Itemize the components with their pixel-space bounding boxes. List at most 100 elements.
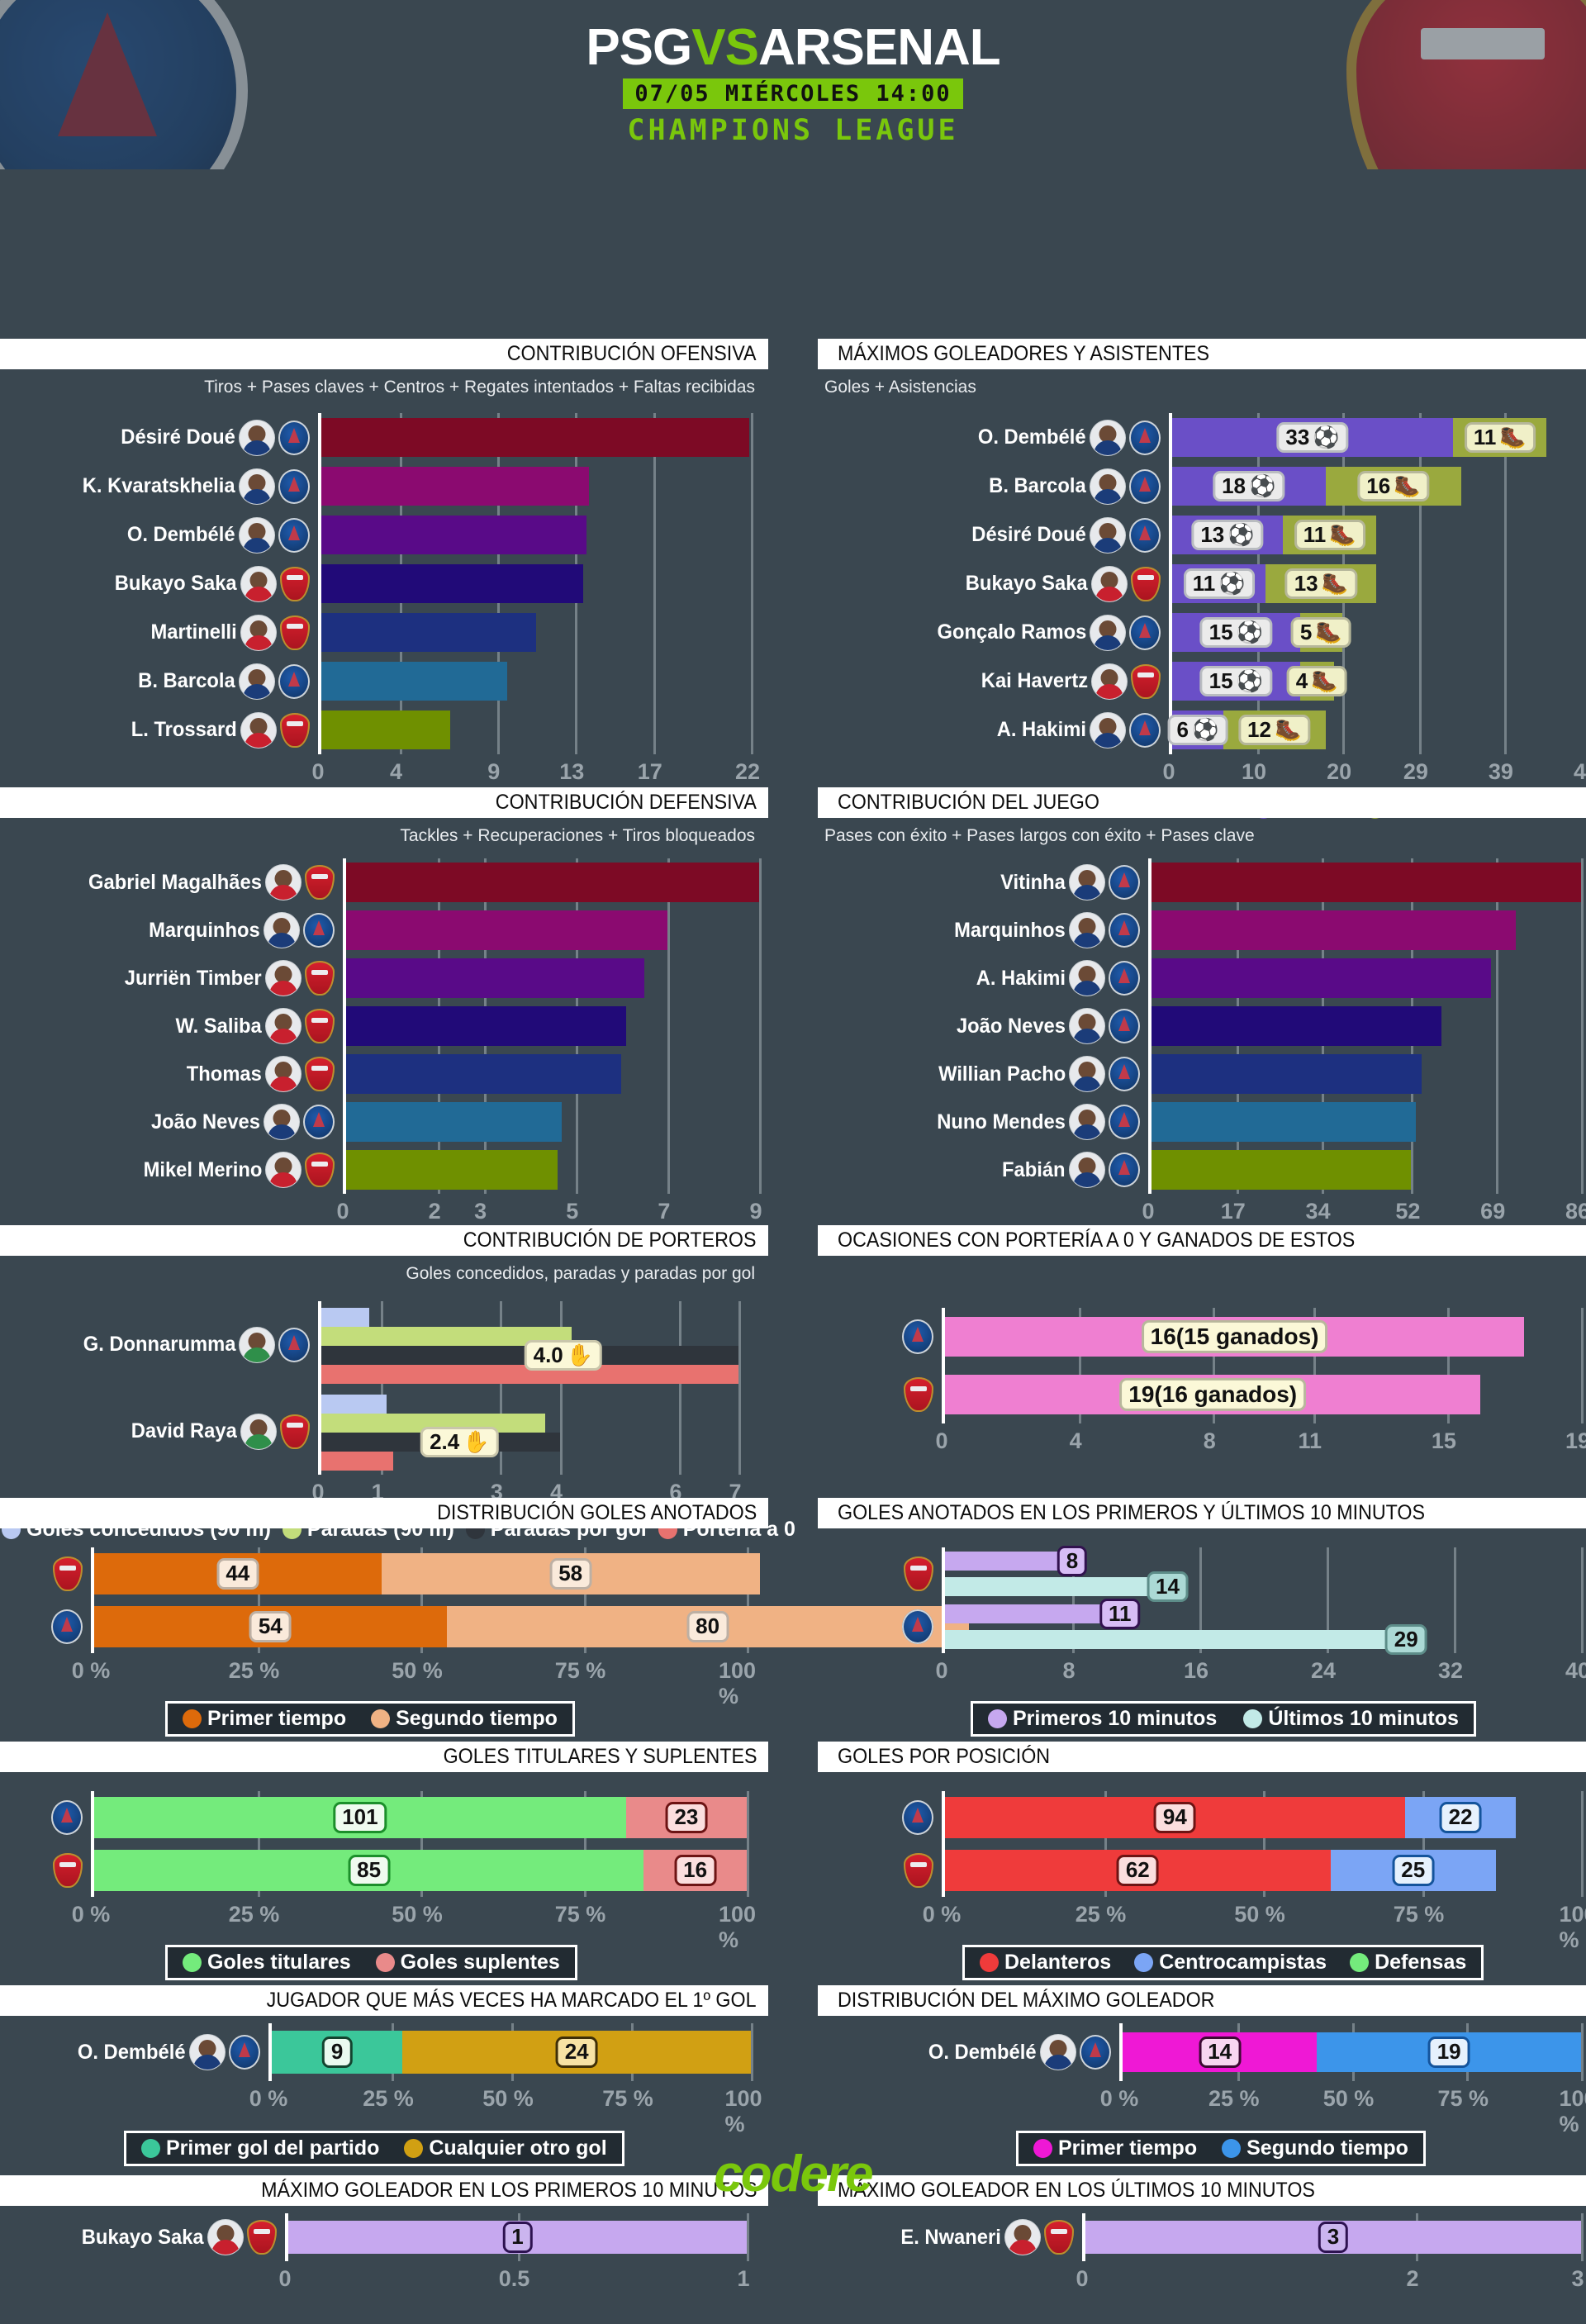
player-avatar [1005,2220,1040,2255]
chart-title-bar: GOLES POR POSICIÓN [818,1742,1586,1772]
row-label: O. Dembélé [818,2023,1111,2081]
psg-crest-icon [1129,468,1161,504]
value-label-asistencias: 13 🥾 [1284,568,1357,600]
player-name: K. Kvaratskhelia [83,474,235,497]
page-title: PSGVSARSENAL [586,22,1000,74]
gridline [1104,1791,1107,1897]
value-label-asistencias: 12 🥾 [1238,714,1311,746]
player-avatar [264,913,299,948]
axis-tick: 22 [734,759,761,784]
gridline [583,1547,586,1653]
player-avatar [1070,961,1104,996]
axis-tick: 0 [935,1658,948,1683]
psg-crest-icon [229,2035,260,2070]
gridline [1503,413,1507,754]
bar [1152,958,1492,998]
chart-title: MÁXIMO GOLEADOR EN LOS PRIMEROS 10 MINUT… [260,2179,757,2202]
bar [321,516,587,554]
gridline [420,1547,423,1653]
ball-icon: ⚽ [1191,716,1219,742]
player-name: João Neves [956,1014,1066,1038]
bar-1 [945,1577,1168,1596]
legend-color-swatch [1134,1953,1154,1972]
axis-tick: 40 [1565,1658,1586,1683]
player-avatar [1090,468,1125,504]
value-label: 54 [249,1611,292,1642]
player-avatar [1090,517,1125,553]
psg-crest-icon [902,1319,933,1354]
axis-tick: 25 % [363,2086,414,2111]
boot-icon: 🥾 [1315,619,1342,644]
gridline [747,1791,749,1897]
axis-tick: 5 [566,1199,579,1224]
player-name: E. Nwaneri [900,2225,1001,2249]
chart-goles-primeros-ultimos-10: GOLES ANOTADOS EN LOS PRIMEROS Y ÚLTIMOS… [818,1498,1586,1742]
axis-tick: 32 [1437,1658,1464,1683]
arsenal-crest-icon [53,1853,83,1888]
player-name: Fabián [1002,1157,1066,1181]
plot-area: 16(15 ganados) 19(16 ganados) [942,1308,1584,1423]
axis-tick: 100 % [1559,2086,1586,2136]
axis-tick: 100 % [724,2086,762,2136]
player-row-label: Nuno Mendes [818,1098,1140,1146]
player-row-label: João Neves [818,1002,1140,1050]
psg-crest-icon [278,663,310,699]
legend-label: Centrocampistas [1159,1951,1327,1974]
value-label: 29 [1384,1623,1427,1656]
legend-label: Primer gol del partido [166,2136,380,2160]
gridline [1422,1791,1425,1897]
axis-tick: 4 [1069,1428,1082,1453]
player-name: Marquinhos [149,918,260,942]
goles-value: 33 [1285,424,1310,449]
legend-label: Primer tiempo [1058,2136,1198,2160]
psg-crest-icon [51,1800,83,1835]
gridline [1213,1308,1216,1423]
chart-legend: Goles titulares Goles suplentes [165,1945,577,1980]
player-name: David Raya [131,1419,237,1442]
chart-legend: Primer tiempo Segundo tiempo [1016,2131,1426,2166]
legend-color-swatch [183,1953,202,1972]
bar [346,958,645,998]
arsenal-crest-icon [53,1556,83,1591]
chart-legend: Delanteros Centrocampistas Defensas [962,1945,1484,1980]
asistencias-value: 13 [1294,570,1318,596]
axis-tick: 9 [749,1199,762,1224]
chart-subtitle: Tackles + Recuperaciones + Tiros bloquea… [400,826,755,845]
bar-0 [321,1395,387,1414]
gridline [747,1547,749,1653]
goles-value: 15 [1208,619,1233,644]
axis-tick: 50 % [1234,1902,1285,1927]
player-name: W. Saliba [175,1014,262,1038]
axis-tick: 0 % [922,1902,962,1927]
axis-tick: 75 % [1393,1902,1445,1927]
legend-item: Goles titulares [183,1951,351,1975]
axis-tick: 0 [278,2266,292,2291]
asistencias-value: 11 [1473,424,1497,449]
value-label-goles: 13 ⚽ [1191,519,1264,551]
gridline [381,1301,384,1475]
axis-tick: 0 % [1099,2086,1139,2111]
player-row-label: O. Dembélé [0,511,310,559]
player-name: João Neves [150,1110,260,1133]
chart-ocasiones-porteria-a-0: OCASIONES CON PORTERÍA A 0 Y GANADOS DE … [818,1225,1586,1498]
player-row-label: K. Kvaratskhelia [0,462,310,511]
player-name: B. Barcola [138,669,235,692]
value-label-goles: 33 ⚽ [1276,421,1349,454]
plot-area: 101 23 85 16 [91,1791,749,1897]
chart-goles-por-posicion: GOLES POR POSICIÓN 94 22 62 25 0 % 25 % 50 % 75 … [818,1742,1586,1985]
legend-color-swatch [141,2139,160,2158]
player-row-label: Jurriën Timber [0,954,335,1002]
chart-subtitle: Goles concedidos, paradas y paradas por … [406,1264,755,1283]
gridline [1581,1547,1584,1653]
legend-label: Goles suplentes [400,1951,560,1974]
boot-icon: 🥾 [1274,716,1302,742]
ball-icon: ⚽ [1236,619,1263,644]
value-label: 3 [1318,2222,1349,2253]
player-name: Martinelli [150,620,237,644]
axis-tick: 2 [1406,2266,1419,2291]
legend-color-swatch [1222,2139,1242,2158]
axis-tick: 4 [390,759,403,784]
arsenal-crest-icon [280,615,310,650]
player-avatar [241,566,276,601]
axis-tick: 75 % [554,1902,606,1927]
